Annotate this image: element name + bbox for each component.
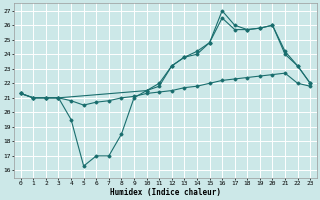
X-axis label: Humidex (Indice chaleur): Humidex (Indice chaleur) — [110, 188, 221, 197]
